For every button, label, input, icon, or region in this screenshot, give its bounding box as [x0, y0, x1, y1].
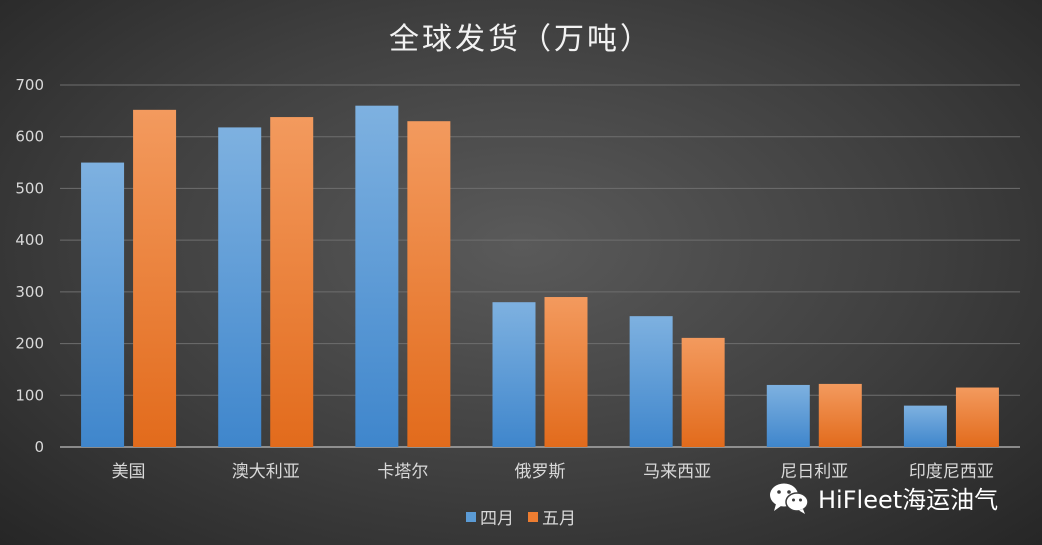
y-tick-label: 0: [34, 438, 44, 456]
y-tick-label: 500: [15, 179, 44, 197]
bar-april[interactable]: [903, 405, 947, 447]
bar-may[interactable]: [270, 117, 314, 447]
wechat-icon: [770, 483, 809, 514]
bar-april[interactable]: [629, 316, 673, 447]
legend-item-april[interactable]: 四月: [466, 504, 514, 529]
bar-may[interactable]: [955, 387, 999, 447]
bar-april[interactable]: [218, 127, 262, 448]
bar-may[interactable]: [133, 109, 177, 447]
bar-may[interactable]: [544, 297, 588, 447]
y-tick-label: 100: [15, 386, 44, 404]
watermark-text: HiFleet海运油气: [818, 486, 999, 514]
legend-item-may[interactable]: 五月: [528, 504, 576, 529]
x-category-label: 马来西亚: [643, 462, 711, 482]
legend-swatch-april: [466, 511, 476, 522]
watermark: HiFleet海运油气: [768, 480, 998, 515]
x-category-label: 澳大利亚: [232, 462, 300, 482]
x-category-label: 尼日利亚: [780, 462, 848, 482]
x-category-label: 印度尼西亚: [909, 462, 994, 482]
bar-may[interactable]: [407, 121, 451, 447]
legend-label-april: 四月: [480, 509, 514, 529]
y-tick-label: 700: [15, 76, 44, 94]
bar-april[interactable]: [355, 105, 399, 447]
bar-april[interactable]: [81, 162, 125, 448]
legend: 四月 五月: [466, 504, 576, 529]
bar-april[interactable]: [492, 302, 536, 447]
y-tick-label: 200: [15, 335, 44, 353]
y-tick-label: 400: [15, 231, 44, 249]
bar-april[interactable]: [766, 384, 810, 447]
bar-may[interactable]: [681, 337, 725, 447]
x-category-label: 卡塔尔: [377, 462, 428, 482]
legend-label-may: 五月: [542, 509, 576, 529]
bar-may[interactable]: [818, 383, 862, 447]
x-category-label: 美国: [112, 462, 146, 482]
y-tick-label: 300: [15, 283, 44, 301]
chart-title: 全球发货（万吨）: [389, 22, 653, 57]
x-category-label: 俄罗斯: [515, 462, 566, 482]
legend-swatch-may: [528, 511, 538, 522]
y-tick-label: 600: [15, 128, 44, 146]
